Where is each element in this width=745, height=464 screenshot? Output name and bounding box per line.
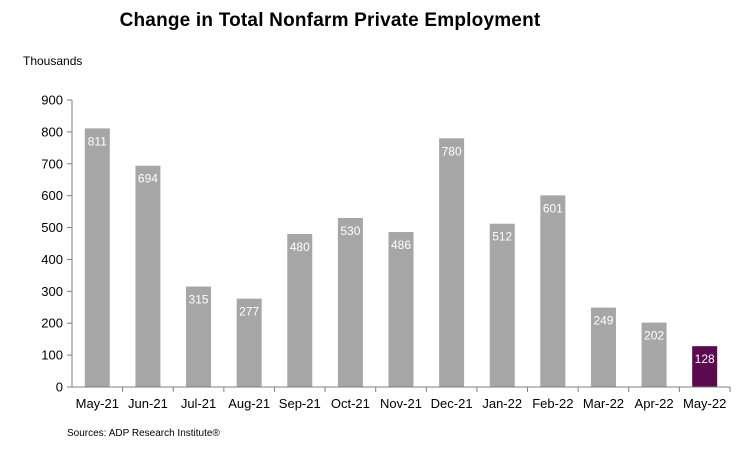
y-axis-unit-label: Thousands (23, 54, 83, 68)
bar-oct-21 (337, 217, 363, 387)
y-tick-label: 700 (41, 156, 63, 171)
source-note: Sources: ADP Research Institute® (67, 428, 220, 439)
bar-mar-22 (590, 307, 616, 387)
bar-nov-21 (388, 232, 414, 387)
data-label-feb-22: 601 (543, 201, 563, 215)
y-tick-label: 800 (41, 124, 63, 139)
data-label-jul-21: 315 (189, 293, 209, 307)
y-tick-label: 900 (41, 93, 63, 108)
x-tick-label: May-22 (683, 396, 726, 411)
bar-may-22 (692, 346, 718, 387)
x-tick-label: Jun-21 (128, 396, 168, 411)
x-tick-label: Apr-22 (635, 396, 674, 411)
data-label-jun-21: 694 (138, 172, 158, 186)
x-tick-label: Sep-21 (279, 396, 321, 411)
bar-jul-21 (186, 286, 212, 387)
y-tick-label: 600 (41, 188, 63, 203)
data-label-aug-21: 277 (239, 305, 259, 319)
data-label-may-22: 128 (695, 352, 715, 366)
bar-dec-21 (439, 138, 465, 387)
data-label-nov-21: 486 (391, 238, 411, 252)
x-tick-label: Dec-21 (431, 396, 473, 411)
x-tick-label: May-21 (76, 396, 119, 411)
bar-jan-22 (489, 223, 515, 387)
x-tick-label: Oct-21 (331, 396, 370, 411)
x-tick-label: Jul-21 (181, 396, 216, 411)
data-label-sep-21: 480 (290, 240, 310, 254)
chart-title: Change in Total Nonfarm Private Employme… (119, 10, 541, 31)
bars-group (84, 128, 718, 387)
y-axis: 0 100 200 300 400 500 600 700 800 900 (41, 93, 73, 395)
data-label-jan-22: 512 (492, 230, 512, 244)
y-tick-label: 100 (41, 348, 63, 363)
x-tick-label: Nov-21 (380, 396, 422, 411)
y-tick-label: 300 (41, 284, 63, 299)
bar-jun-21 (135, 165, 161, 387)
x-axis: May-21 Jun-21 Jul-21 Aug-21 Sep-21 Oct-21 Nov-… (72, 386, 731, 411)
x-tick-label: Feb-22 (532, 396, 573, 411)
bar-sep-21 (287, 233, 313, 387)
x-tick-label: Jan-22 (482, 396, 522, 411)
data-label-mar-22: 249 (593, 314, 613, 328)
bar-aug-21 (236, 298, 262, 387)
y-tick-label: 400 (41, 252, 63, 267)
data-labels-group: 811 694 315 277 480 530 486 780 512 601 249 202 128 (88, 134, 715, 366)
y-tick-label: 200 (41, 316, 63, 331)
x-tick-label: Aug-21 (228, 396, 270, 411)
x-tick-label: Mar-22 (583, 396, 624, 411)
y-tick-label: 0 (56, 380, 63, 395)
data-label-oct-21: 530 (340, 224, 360, 238)
bar-apr-22 (641, 322, 667, 387)
data-label-may-21: 811 (88, 134, 107, 148)
data-label-apr-22: 202 (644, 329, 664, 343)
bar-feb-22 (540, 195, 566, 387)
data-label-dec-21: 780 (442, 144, 462, 158)
y-tick-label: 500 (41, 220, 63, 235)
bar-may-21 (84, 128, 110, 387)
